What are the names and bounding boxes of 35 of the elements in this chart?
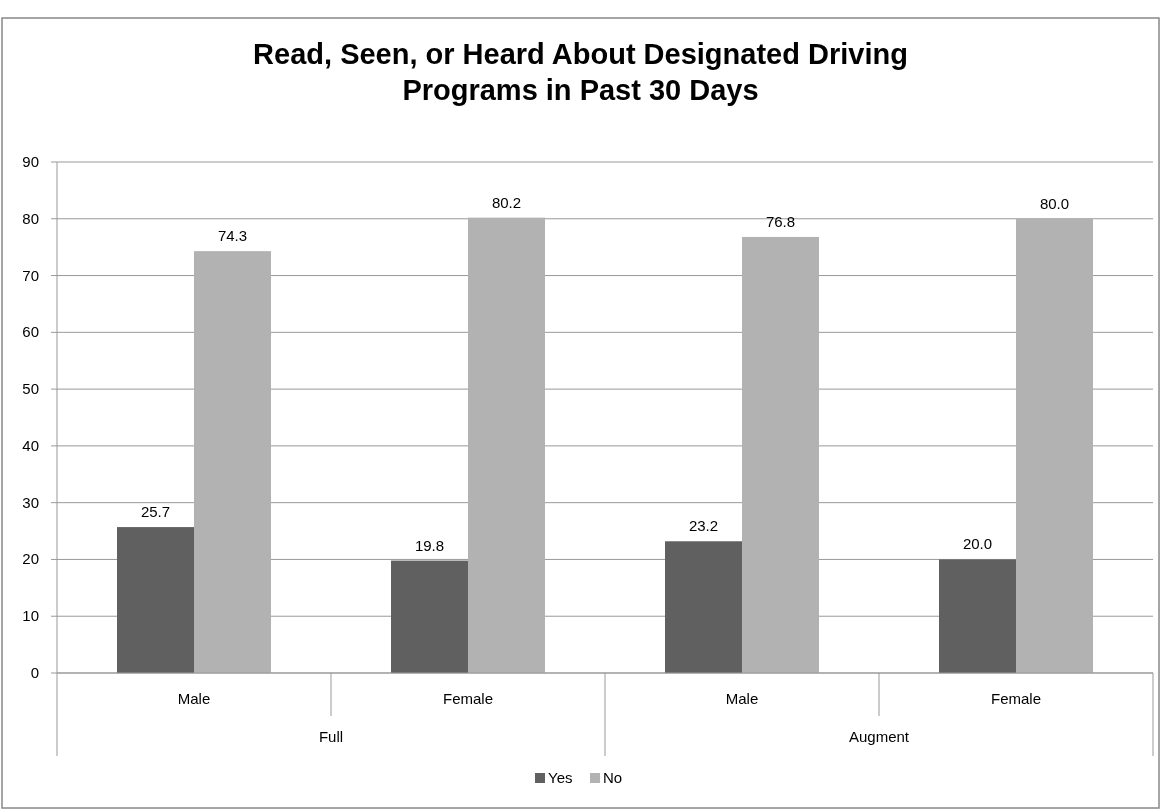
bar [1016,218,1093,673]
text: 19.8 [414,536,445,554]
y-tick-label: 20 [22,550,39,568]
bar [391,560,468,673]
text: 25.7 [140,503,171,521]
chart-title: Read, Seen, or Heard About Designated Driving Programs in Past 30 Days [253,38,908,106]
bar [117,527,194,673]
y-tick-label: 80 [22,209,39,227]
bar [665,541,742,673]
y-tick-label: 10 [22,607,39,625]
y-tick-label: 90 [22,153,39,170]
text: Full [318,728,344,745]
bar [742,236,819,673]
bar [468,217,545,673]
text: 76.8 [765,212,796,230]
y-tick-label: 30 [22,493,39,511]
text: Augment [848,728,910,745]
text: 80.0 [1039,194,1070,212]
bar [194,251,271,673]
x-tick-label: Male [725,690,759,707]
x-tick-label: Female [990,690,1042,707]
text: 20.0 [962,535,993,553]
y-tick-label: 40 [22,436,39,454]
text: 80.2 [491,193,522,211]
legend-label: No [603,769,623,786]
x-tick-label: Male [177,690,211,707]
y-tick-label: 50 [22,380,39,398]
x-tick-label: Female [442,690,494,707]
y-tick-label: 60 [22,323,39,341]
text: 74.3 [217,227,248,245]
bar [939,559,1016,673]
legend-label: Yes [548,769,573,786]
y-tick-label: 70 [22,266,39,284]
y-tick-label: 0 [30,664,39,681]
text: 23.2 [688,517,719,535]
